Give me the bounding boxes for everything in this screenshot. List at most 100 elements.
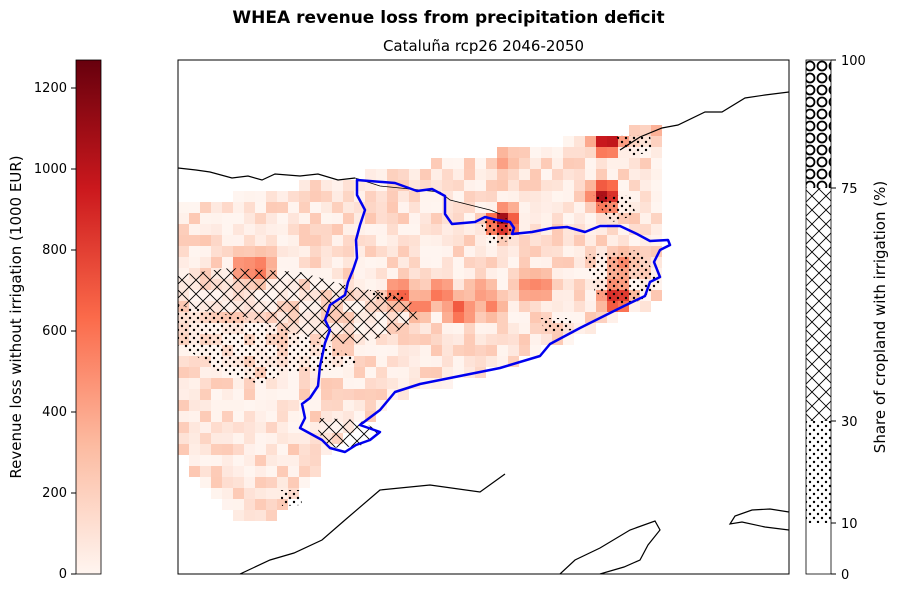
- irrigation-hatch-dotsPat: [585, 250, 660, 305]
- revenue-grid-cell: [563, 268, 574, 279]
- revenue-grid-cell: [508, 235, 519, 246]
- revenue-grid-cell: [387, 378, 398, 389]
- revenue-grid-cell: [189, 400, 200, 411]
- revenue-grid-cell: [244, 246, 255, 257]
- revenue-grid-cell: [398, 389, 409, 400]
- revenue-grid-cell: [222, 378, 233, 389]
- revenue-grid-cell: [233, 499, 244, 510]
- revenue-grid-cell: [200, 433, 211, 444]
- revenue-grid-cell: [420, 235, 431, 246]
- revenue-grid-cell: [431, 202, 442, 213]
- revenue-grid-cell: [365, 191, 376, 202]
- revenue-grid-cell: [354, 356, 365, 367]
- revenue-grid-cell: [376, 257, 387, 268]
- revenue-grid-cell: [453, 312, 464, 323]
- revenue-grid-cell: [464, 323, 475, 334]
- revenue-tick-800: 800: [42, 243, 67, 258]
- revenue-grid-cell: [233, 378, 244, 389]
- revenue-grid-cell: [233, 466, 244, 477]
- revenue-grid-cell: [409, 367, 420, 378]
- revenue-grid-cell: [475, 301, 486, 312]
- revenue-grid-cell: [343, 378, 354, 389]
- revenue-grid-cell: [453, 224, 464, 235]
- revenue-grid-cell: [211, 213, 222, 224]
- revenue-grid-cell: [244, 422, 255, 433]
- revenue-grid-cell: [178, 246, 189, 257]
- revenue-grid-cell: [541, 334, 552, 345]
- revenue-grid-cell: [365, 246, 376, 257]
- revenue-grid-cell: [189, 411, 200, 422]
- revenue-grid-cell: [453, 213, 464, 224]
- revenue-grid-cell: [431, 367, 442, 378]
- revenue-grid-cell: [574, 158, 585, 169]
- revenue-grid-cell: [277, 389, 288, 400]
- revenue-grid-cell: [299, 202, 310, 213]
- revenue-grid-cell: [640, 191, 651, 202]
- revenue-grid-cell: [431, 334, 442, 345]
- revenue-grid-cell: [464, 268, 475, 279]
- revenue-grid-cell: [376, 356, 387, 367]
- revenue-grid-cell: [299, 257, 310, 268]
- revenue-grid-cell: [541, 147, 552, 158]
- revenue-grid-cell: [618, 180, 629, 191]
- revenue-grid-cell: [629, 235, 640, 246]
- revenue-grid-cell: [211, 411, 222, 422]
- revenue-grid-cell: [255, 411, 266, 422]
- revenue-grid-cell: [475, 290, 486, 301]
- revenue-grid-cell: [200, 422, 211, 433]
- revenue-grid-cell: [222, 499, 233, 510]
- revenue-grid-cell: [629, 169, 640, 180]
- revenue-grid-cell: [266, 411, 277, 422]
- revenue-grid-cell: [519, 246, 530, 257]
- revenue-grid-cell: [310, 389, 321, 400]
- irrigation-tick-0: 0: [841, 568, 849, 583]
- revenue-grid-cell: [266, 235, 277, 246]
- revenue-grid-cell: [442, 158, 453, 169]
- revenue-grid-cell: [310, 466, 321, 477]
- revenue-tick-200: 200: [42, 486, 67, 501]
- revenue-grid-cell: [266, 466, 277, 477]
- revenue-grid-cell: [574, 235, 585, 246]
- revenue-grid-cell: [200, 246, 211, 257]
- revenue-grid-cell: [288, 411, 299, 422]
- revenue-grid-cell: [486, 301, 497, 312]
- revenue-grid-cell: [442, 169, 453, 180]
- revenue-grid-cell: [409, 246, 420, 257]
- map-panel: [177, 59, 790, 575]
- revenue-grid-cell: [596, 301, 607, 312]
- revenue-grid-cell: [475, 323, 486, 334]
- revenue-grid-cell: [222, 202, 233, 213]
- revenue-grid-cell: [178, 202, 189, 213]
- revenue-grid-cell: [431, 180, 442, 191]
- revenue-grid-cell: [321, 213, 332, 224]
- revenue-grid-cell: [178, 389, 189, 400]
- revenue-grid-cell: [563, 202, 574, 213]
- revenue-grid-cell: [519, 257, 530, 268]
- revenue-grid-cell: [310, 213, 321, 224]
- revenue-grid-cell: [398, 246, 409, 257]
- revenue-grid-cell: [442, 323, 453, 334]
- revenue-grid-cell: [343, 224, 354, 235]
- revenue-grid-cell: [255, 202, 266, 213]
- revenue-grid-cell: [508, 257, 519, 268]
- revenue-grid-cell: [420, 279, 431, 290]
- revenue-grid-cell: [519, 202, 530, 213]
- revenue-grid-cell: [288, 257, 299, 268]
- revenue-grid-cell: [552, 213, 563, 224]
- revenue-grid-cell: [596, 169, 607, 180]
- revenue-grid-cell: [651, 169, 662, 180]
- revenue-grid-cell: [211, 235, 222, 246]
- coastline: [239, 473, 506, 574]
- revenue-grid-cell: [574, 136, 585, 147]
- revenue-grid-cell: [398, 235, 409, 246]
- revenue-grid-cell: [464, 191, 475, 202]
- revenue-grid-cell: [431, 213, 442, 224]
- revenue-grid-cell: [200, 400, 211, 411]
- revenue-grid-cell: [277, 466, 288, 477]
- revenue-grid-cell: [178, 367, 189, 378]
- revenue-grid-cell: [453, 169, 464, 180]
- revenue-grid-cell: [321, 411, 332, 422]
- revenue-grid-cell: [508, 345, 519, 356]
- revenue-colorbar-ticks: [71, 87, 76, 575]
- revenue-grid-cell: [519, 235, 530, 246]
